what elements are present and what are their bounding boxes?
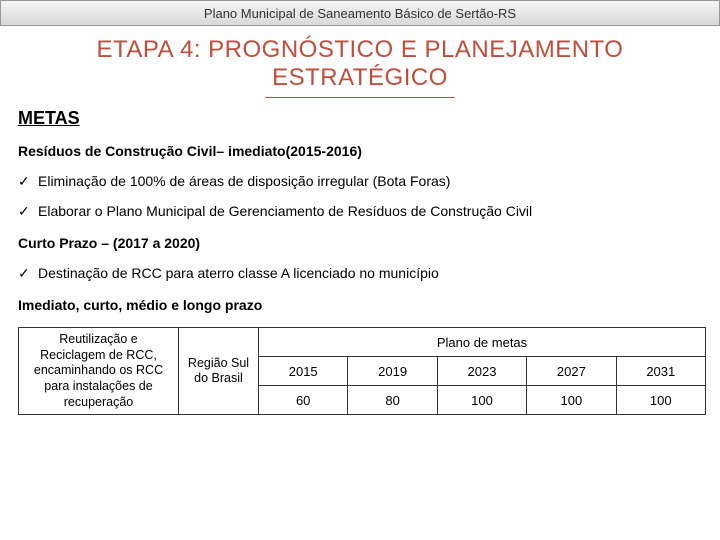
table-year-cell: 2015 bbox=[259, 357, 348, 386]
subheading-all-prazos: Imediato, curto, médio e longo prazo bbox=[18, 297, 720, 313]
bullet-list-2: ✓ Destinação de RCC para aterro classe A… bbox=[18, 265, 702, 281]
list-item: ✓ Eliminação de 100% de áreas de disposi… bbox=[18, 173, 702, 189]
table-region-cell: Região Sul do Brasil bbox=[179, 328, 259, 415]
header-bar: Plano Municipal de Saneamento Básico de … bbox=[0, 0, 720, 26]
bullet-list-1: ✓ Eliminação de 100% de áreas de disposi… bbox=[18, 173, 702, 219]
metas-table: Reutilização e Reciclagem de RCC, encami… bbox=[18, 327, 706, 415]
table-year-cell: 2023 bbox=[437, 357, 526, 386]
title-underline bbox=[265, 97, 455, 98]
table-row: Reutilização e Reciclagem de RCC, encami… bbox=[19, 328, 706, 357]
table-value-cell: 100 bbox=[527, 386, 616, 415]
table-year-cell: 2031 bbox=[616, 357, 705, 386]
title-line1: ETAPA 4: PROGNÓSTICO E PLANEJAMENTO bbox=[97, 36, 624, 63]
list-item: ✓ Destinação de RCC para aterro classe A… bbox=[18, 265, 702, 281]
check-icon: ✓ bbox=[18, 173, 30, 190]
title-line2: ESTRATÉGICO bbox=[272, 64, 448, 91]
header-title: Plano Municipal de Saneamento Básico de … bbox=[204, 6, 516, 21]
table-plan-header: Plano de metas bbox=[259, 328, 706, 357]
subheading-curto-prazo: Curto Prazo – (2017 a 2020) bbox=[18, 235, 720, 251]
list-item: ✓ Elaborar o Plano Municipal de Gerencia… bbox=[18, 203, 702, 219]
bullet-text: Eliminação de 100% de áreas de disposiçã… bbox=[38, 173, 450, 189]
check-icon: ✓ bbox=[18, 265, 30, 282]
table-desc-cell: Reutilização e Reciclagem de RCC, encami… bbox=[19, 328, 179, 415]
check-icon: ✓ bbox=[18, 203, 30, 220]
table-value-cell: 100 bbox=[437, 386, 526, 415]
bullet-text: Elaborar o Plano Municipal de Gerenciame… bbox=[38, 203, 532, 219]
bullet-text: Destinação de RCC para aterro classe A l… bbox=[38, 265, 439, 281]
subheading-imediato: Resíduos de Construção Civil– imediato(2… bbox=[18, 143, 720, 159]
page-title: ETAPA 4: PROGNÓSTICO E PLANEJAMENTO ESTR… bbox=[20, 36, 700, 91]
table-year-cell: 2019 bbox=[348, 357, 437, 386]
table-value-cell: 80 bbox=[348, 386, 437, 415]
section-label-metas: METAS bbox=[18, 108, 720, 129]
table-value-cell: 60 bbox=[259, 386, 348, 415]
table-year-cell: 2027 bbox=[527, 357, 616, 386]
table-value-cell: 100 bbox=[616, 386, 705, 415]
